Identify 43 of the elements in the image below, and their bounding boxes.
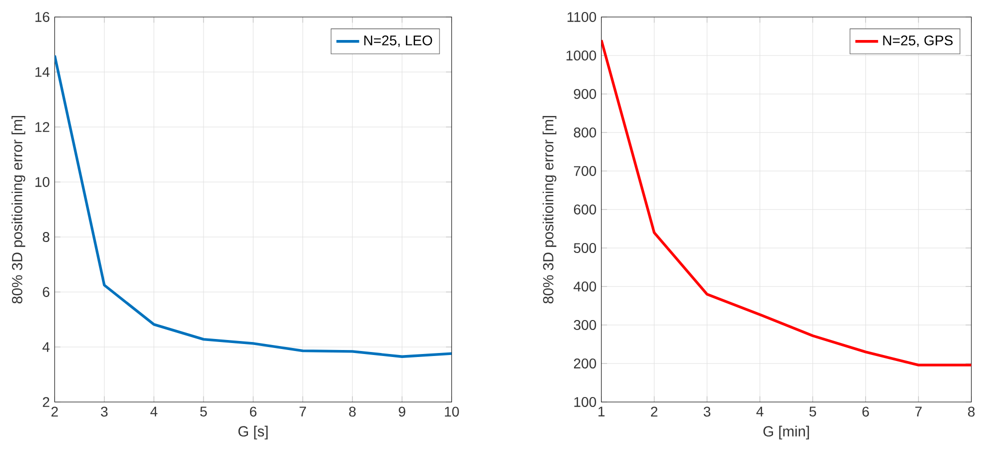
y-tick-label: 400 xyxy=(574,282,596,292)
y-tick-label: 12 xyxy=(35,122,50,132)
y-axis-title: 80% 3D positioining error [m] xyxy=(542,116,556,304)
x-tick-label: 5 xyxy=(200,406,207,416)
y-tick-label: 1100 xyxy=(568,12,596,22)
x-axis-title: G [s] xyxy=(238,426,268,440)
x-tick-label: 8 xyxy=(349,406,356,417)
x-tick-label: 5 xyxy=(809,406,816,416)
x-tick-label: 1 xyxy=(598,406,605,416)
y-tick-label: 700 xyxy=(574,166,596,176)
line-series xyxy=(54,54,452,358)
y-tick-label: 300 xyxy=(574,320,596,330)
y-tick-label: 200 xyxy=(574,358,596,368)
x-tick-label: 6 xyxy=(862,406,869,417)
y-tick-label: 14 xyxy=(35,67,50,77)
x-tick-label: 9 xyxy=(398,406,406,417)
x-tick-label: 7 xyxy=(300,406,306,416)
x-tick-label: 4 xyxy=(150,406,158,416)
y-tick-label: 1000 xyxy=(566,50,596,60)
x-tick-label: 2 xyxy=(51,406,58,416)
y-tick-label: 900 xyxy=(574,89,596,99)
y-tick-label: 6 xyxy=(42,287,50,297)
y-tick-label: 2 xyxy=(42,397,50,407)
y-tick-label: 10 xyxy=(35,177,50,187)
x-tick-label: 8 xyxy=(968,406,975,417)
x-tick-label: 3 xyxy=(100,406,108,417)
legend-label: N=25, LEO xyxy=(364,35,432,48)
x-tick-label: 2 xyxy=(651,406,658,416)
x-axis-title: G [min] xyxy=(763,426,809,440)
x-tick-label: 3 xyxy=(704,406,710,417)
x-tick-label: 6 xyxy=(250,406,256,417)
legend-label: N=25, GPS xyxy=(883,35,953,48)
x-tick-label: 7 xyxy=(915,406,922,416)
y-axis-title: 80% 3D positioining error [m] xyxy=(12,116,26,304)
y-tick-label: 8 xyxy=(42,232,50,242)
y-tick-label: 16 xyxy=(35,12,50,22)
y-tick-label: 500 xyxy=(574,243,596,253)
y-tick-label: 100 xyxy=(574,397,596,407)
x-tick-label: 10 xyxy=(444,406,459,417)
y-tick-label: 800 xyxy=(574,128,596,138)
y-tick-label: 600 xyxy=(574,204,596,214)
y-tick-label: 4 xyxy=(42,342,50,352)
x-tick-label: 4 xyxy=(756,406,764,416)
